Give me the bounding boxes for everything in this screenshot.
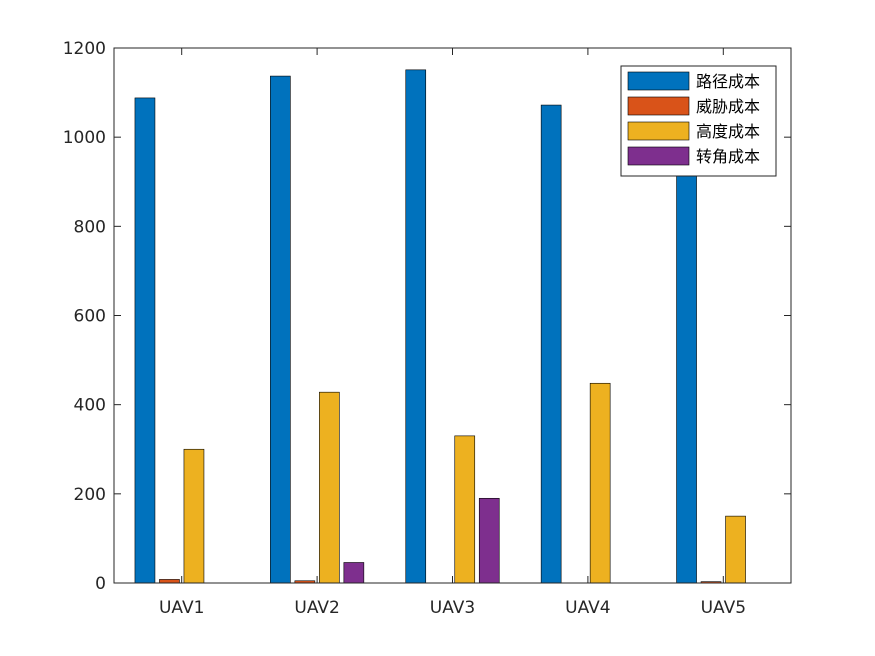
- y-tick-label: 1200: [63, 39, 106, 59]
- y-tick-label: 600: [74, 307, 106, 327]
- legend-label-4: 转角成本: [696, 147, 760, 166]
- x-tick-label-uav2: UAV2: [294, 598, 339, 618]
- bar-uav1-series-2: [159, 579, 180, 584]
- y-tick-label: 1000: [63, 128, 106, 148]
- bar-uav5-series-1: [676, 118, 697, 584]
- bars-group: [134, 69, 746, 584]
- legend-swatch-1: [627, 71, 690, 91]
- x-tick-label-uav4: UAV4: [565, 598, 610, 618]
- bar-uav3-series-1: [405, 69, 427, 584]
- bar-uav2-series-1: [270, 75, 291, 584]
- y-tick-label: 0: [95, 574, 106, 594]
- legend-swatch-3: [627, 121, 690, 141]
- legend-label-1: 路径成本: [696, 72, 760, 91]
- bar-uav2-series-4: [343, 562, 365, 584]
- x-tick-label-uav1: UAV1: [159, 598, 204, 618]
- bar-uav1-series-3: [183, 448, 205, 584]
- bar-uav5-series-3: [725, 515, 746, 584]
- y-tick-label: 400: [74, 396, 106, 416]
- x-tick-label-uav5: UAV5: [701, 598, 746, 618]
- legend-label-2: 威胁成本: [696, 97, 760, 116]
- bar-uav1-series-1: [134, 97, 156, 584]
- bar-uav4-series-3: [589, 382, 611, 584]
- bar-uav2-series-3: [319, 391, 340, 584]
- legend-swatch-4: [627, 146, 690, 166]
- axes-group: 0 200 400 600 800 1000 1200 UAV1 UAV2 UAV3 UAV4 UAV…: [63, 39, 792, 618]
- bar-uav3-series-4: [478, 497, 500, 584]
- bar-uav4-series-1: [540, 104, 562, 584]
- y-tick-label: 200: [74, 485, 106, 505]
- y-tick-label: 800: [74, 217, 106, 237]
- x-tick-label-uav3: UAV3: [430, 598, 475, 618]
- bar-uav3-series-3: [454, 435, 476, 584]
- legend-label-3: 高度成本: [696, 122, 760, 141]
- legend-swatch-2: [627, 96, 690, 116]
